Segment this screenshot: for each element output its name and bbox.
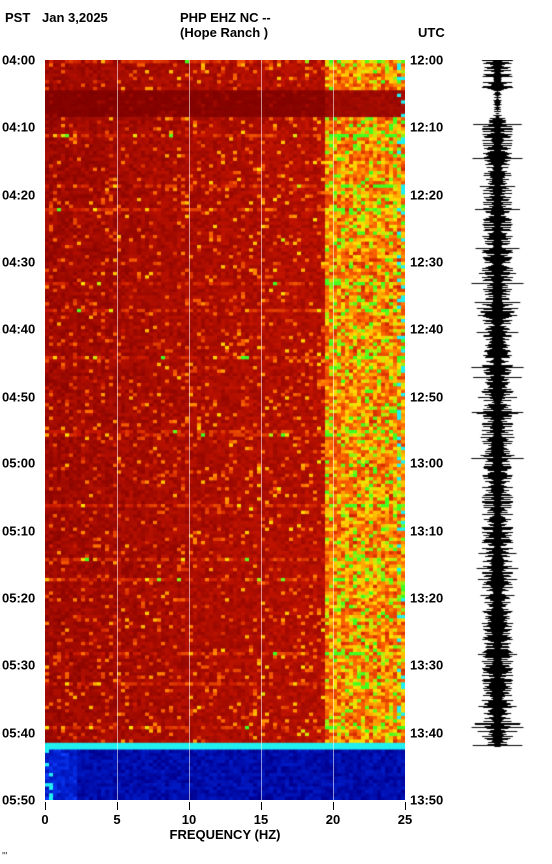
xaxis-tick-label: 5 — [113, 812, 120, 827]
gridline-v — [261, 60, 262, 800]
yaxis-tick-label: 13:10 — [410, 523, 443, 538]
xaxis-tick — [45, 802, 46, 810]
yaxis-tick-label: 05:40 — [2, 726, 35, 741]
spectrogram-heatmap — [45, 60, 405, 800]
yaxis-tick-label: 05:10 — [2, 523, 35, 538]
yaxis-tick-label: 04:20 — [2, 187, 35, 202]
xaxis-tick-label: 25 — [398, 812, 412, 827]
xaxis-tick — [261, 802, 262, 810]
gridline-v — [333, 60, 334, 800]
yaxis-tick-label: 05:00 — [2, 456, 35, 471]
yaxis-tick-label: 12:10 — [410, 120, 443, 135]
gridline-v — [117, 60, 118, 800]
xaxis-tick — [333, 802, 334, 810]
station-line2: (Hope Ranch ) — [180, 25, 268, 40]
yaxis-tick-label: 04:50 — [2, 389, 35, 404]
tz-right-label: UTC — [418, 25, 445, 40]
yaxis-tick-label: 13:50 — [410, 793, 443, 808]
xaxis-tick-label: 0 — [41, 812, 48, 827]
station-line1: PHP EHZ NC -- — [180, 10, 271, 25]
yaxis-tick-label: 05:20 — [2, 590, 35, 605]
yaxis-tick-label: 12:00 — [410, 53, 443, 68]
yaxis-tick-label: 13:30 — [410, 658, 443, 673]
yaxis-tick-label: 04:40 — [2, 322, 35, 337]
date-label: Jan 3,2025 — [42, 10, 108, 25]
spectrogram-panel: 0510152025 FREQUENCY (HZ) — [45, 60, 405, 800]
yaxis-tick-label: 05:50 — [2, 793, 35, 808]
tz-left-label: PST — [5, 10, 30, 25]
yaxis-tick-label: 05:30 — [2, 658, 35, 673]
xaxis-title: FREQUENCY (HZ) — [45, 827, 405, 842]
gridline-v — [189, 60, 190, 800]
xaxis-tick — [405, 802, 406, 810]
xaxis-tick-label: 15 — [254, 812, 268, 827]
waveform-trace — [455, 60, 540, 800]
yaxis-tick-label: 04:10 — [2, 120, 35, 135]
yaxis-tick-label: 04:00 — [2, 53, 35, 68]
xaxis-tick — [189, 802, 190, 810]
yaxis-tick-label: 13:40 — [410, 726, 443, 741]
yaxis-tick-label: 13:20 — [410, 590, 443, 605]
footnote: '" — [2, 851, 7, 862]
seismic-spectrogram-page: PST Jan 3,2025 PHP EHZ NC -- (Hope Ranch… — [0, 0, 552, 864]
xaxis-labels: 0510152025 — [45, 812, 405, 828]
yaxis-tick-label: 12:50 — [410, 389, 443, 404]
yaxis-tick-label: 12:30 — [410, 255, 443, 270]
yaxis-tick-label: 04:30 — [2, 255, 35, 270]
xaxis-tick — [117, 802, 118, 810]
yaxis-tick-label: 12:40 — [410, 322, 443, 337]
xaxis-tick-label: 20 — [326, 812, 340, 827]
yaxis-tick-label: 13:00 — [410, 456, 443, 471]
xaxis-ticks — [45, 802, 405, 810]
xaxis-tick-label: 10 — [182, 812, 196, 827]
yaxis-tick-label: 12:20 — [410, 187, 443, 202]
